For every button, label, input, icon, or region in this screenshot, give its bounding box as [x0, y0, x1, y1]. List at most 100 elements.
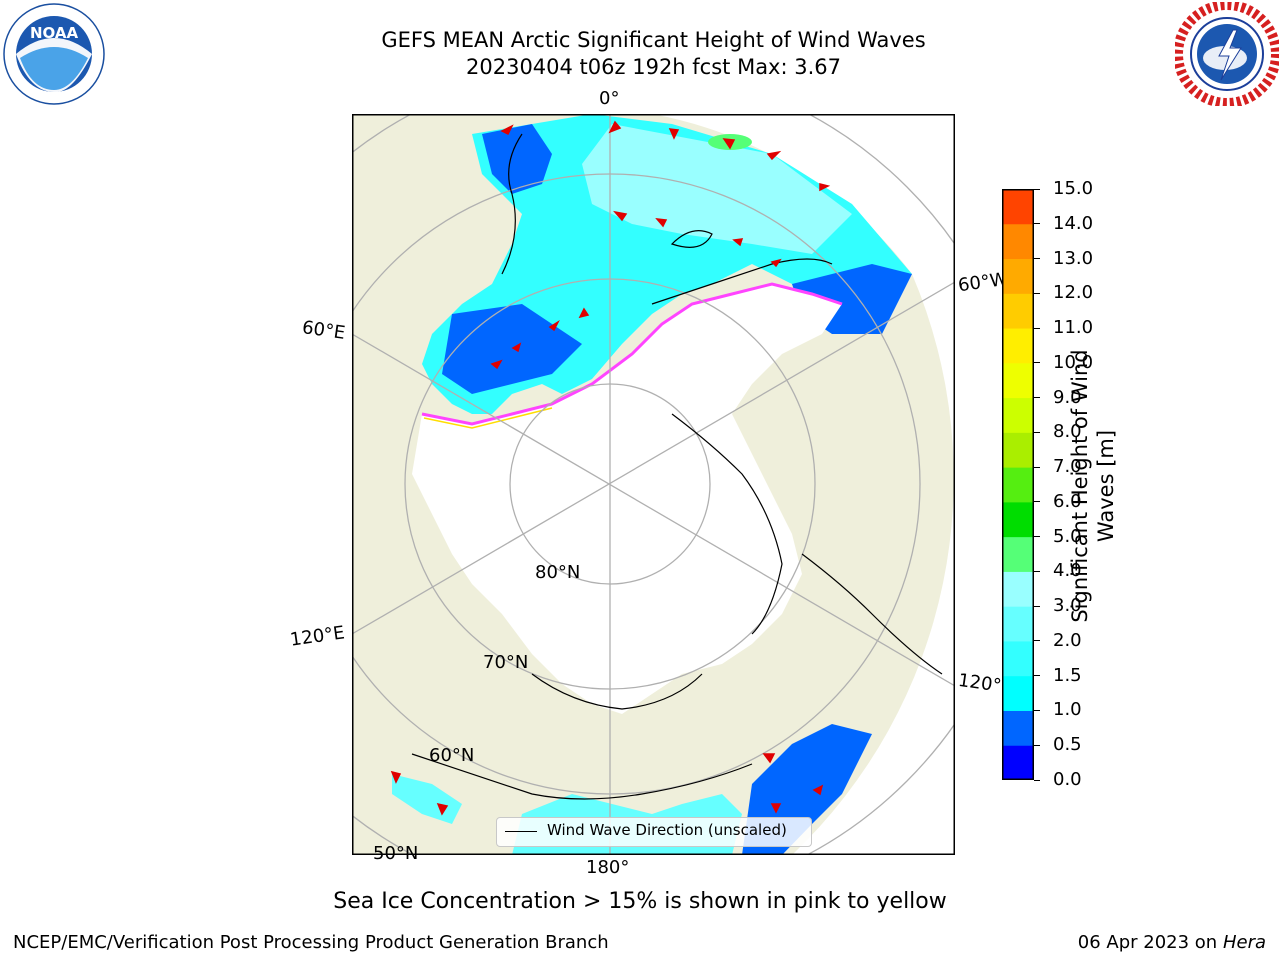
atlantic-wave-field-light [582, 124, 852, 254]
colorbar-segment [1002, 745, 1034, 781]
colorbar-tick-label: 7.0 [1053, 456, 1082, 478]
noaa-logo-text: NOAA [30, 24, 79, 42]
colorbar-segment [1002, 362, 1034, 399]
lon-label-60e: 60°E [300, 317, 347, 344]
colorbar-tick-label: 3.0 [1053, 595, 1082, 617]
meridian-60e-120w [352, 333, 955, 687]
okhotsk-wave-field [392, 774, 462, 824]
arrow [578, 307, 590, 319]
norwegian-coast-blue [482, 124, 552, 194]
colorbar-segment [1002, 710, 1034, 746]
arrow [732, 238, 744, 247]
graticule [352, 114, 955, 855]
colorbar-label: Significant Height of Wind Waves [m] [1068, 349, 1118, 623]
colorbar-segment [1002, 536, 1034, 572]
colorbar-tick-label: 13.0 [1053, 247, 1094, 269]
colorbar-tick-mark [1034, 223, 1040, 225]
arrow [548, 319, 560, 332]
arrow [668, 128, 680, 140]
colorbar-tick-mark [1034, 605, 1040, 607]
arrow [812, 784, 824, 796]
lat-label-50: 50°N [373, 843, 419, 864]
colorbar-tick-label: 10.0 [1053, 351, 1094, 373]
colorbar-tick-label: 1.5 [1053, 664, 1082, 686]
colorbar-tick-label: 15.0 [1053, 178, 1094, 199]
colorbar-tick-label: 2.0 [1053, 629, 1082, 651]
arctic-sea-ice [412, 284, 842, 714]
colorbar-tick-label: 8.0 [1053, 421, 1082, 443]
lat-label-80: 80°N [535, 562, 581, 583]
map-frame [352, 114, 955, 855]
colorbar-tick-mark [1034, 327, 1040, 329]
chart-title: GEFS MEAN Arctic Significant Height of W… [381, 28, 926, 52]
lat-label-70: 70°N [483, 652, 529, 673]
lon-label-0: 0° [599, 88, 620, 109]
colorbar-tick-mark [1034, 779, 1040, 781]
lat-label-60: 60°N [429, 745, 475, 766]
colorbar-segment [1002, 223, 1034, 260]
colorbar-segment [1002, 397, 1034, 433]
lon-label-180: 180° [586, 857, 630, 878]
colorbar-tick-label: 5.0 [1053, 525, 1082, 547]
nws-logo [1173, 0, 1280, 108]
coastlines [411, 133, 943, 800]
arrow [722, 138, 736, 150]
colorbar-tick-mark [1034, 431, 1040, 433]
arrow [762, 753, 776, 764]
colorbar-tick-label: 9.0 [1053, 386, 1082, 408]
colorbar-tick-mark [1034, 466, 1040, 468]
colorbar-tick-mark [1034, 744, 1040, 746]
arrow [608, 120, 622, 134]
colorbar-tick-label: 4.0 [1053, 560, 1082, 582]
colorbar-tick-mark [1034, 188, 1040, 190]
lon-label-120e: 120°E [288, 622, 346, 651]
colorbar-segment [1002, 606, 1034, 642]
colorbar-segment [1002, 293, 1034, 329]
colorbar-tick-label: 1.0 [1053, 699, 1082, 721]
chart-subtitle: 20230404 t06z 192h fcst Max: 3.67 [466, 55, 841, 79]
colorbar-tick-label: 0.0 [1053, 769, 1082, 790]
colorbar-segment [1002, 640, 1034, 677]
arrow [490, 359, 503, 370]
footer-date-text: 06 Apr 2023 on [1077, 932, 1223, 953]
colorbar-tick-mark [1034, 397, 1040, 399]
colorbar-tick-label: 6.0 [1053, 490, 1082, 512]
colorbar-segment [1002, 432, 1034, 468]
colorbar-tick-label: 11.0 [1053, 317, 1094, 339]
arrow [390, 770, 402, 784]
colorbar-tick-mark [1034, 570, 1040, 572]
arrow [766, 150, 782, 161]
arrow [655, 218, 668, 228]
atlantic-wave-field-blue [442, 304, 582, 394]
colorbar-tick-mark [1034, 292, 1040, 294]
polar-map [352, 114, 955, 855]
colorbar-segment [1002, 328, 1034, 364]
footer-date: 06 Apr 2023 on Hera [1078, 932, 1266, 953]
ice-edge [421, 282, 843, 426]
colorbar-tick-label: 12.0 [1053, 282, 1094, 304]
legend-line-sample [505, 831, 537, 832]
colorbar-segment [1002, 189, 1034, 225]
colorbar-segment [1002, 258, 1034, 294]
arrow [511, 342, 522, 353]
arrow [819, 183, 831, 192]
wind-wave-arrows [390, 120, 831, 816]
legend-label: Wind Wave Direction (unscaled) [547, 821, 787, 839]
colorbar-tick-mark [1034, 501, 1040, 503]
colorbar-tick-mark [1034, 258, 1040, 260]
noaa-logo: NOAA [2, 2, 106, 106]
colorbar-frame [1002, 189, 1034, 780]
arrow [436, 802, 449, 816]
footer-host: Hera [1222, 932, 1266, 953]
map-legend: Wind Wave Direction (unscaled) [496, 817, 812, 847]
arrow [613, 210, 628, 222]
ice-edge-yellow [423, 407, 553, 429]
colorbar-tick-mark [1034, 675, 1040, 677]
colorbar-segment [1002, 675, 1034, 711]
colorbar-segment [1002, 571, 1034, 607]
colorbar-tick-label: 0.5 [1053, 734, 1082, 756]
colorbar-tick-mark [1034, 709, 1040, 711]
outside-domain [652, 114, 955, 855]
arrow [770, 803, 782, 814]
colorbar-tick-mark [1034, 362, 1040, 364]
